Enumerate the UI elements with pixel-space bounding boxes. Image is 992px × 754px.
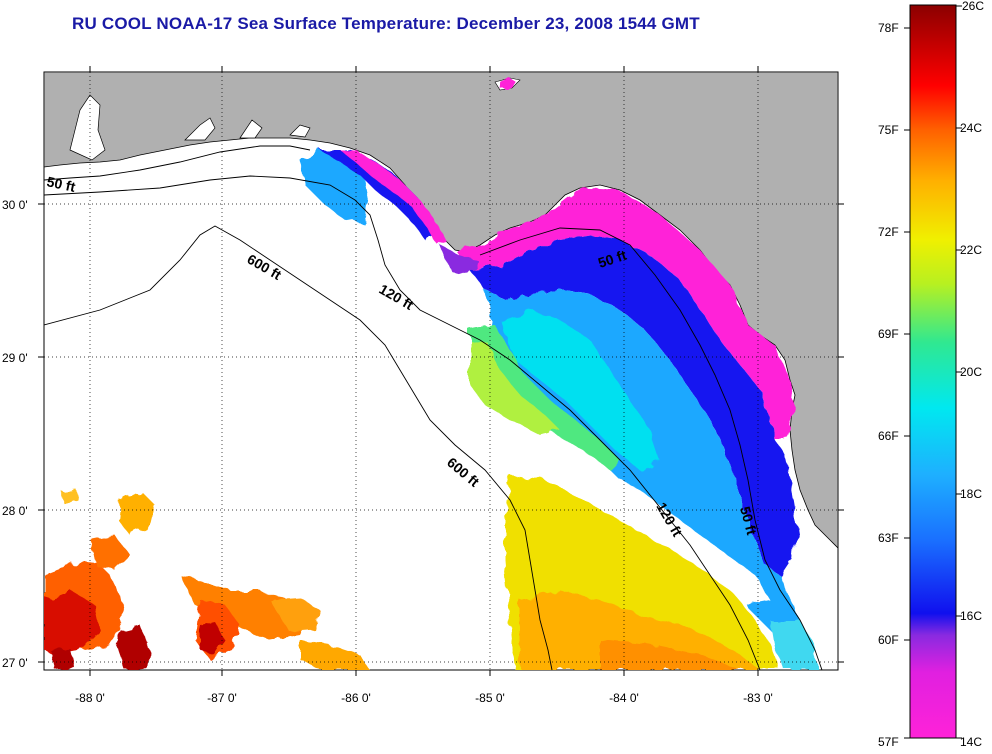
longitude-labels: -88 0' -87 0' -86 0' -85 0' -84 0' -83 0… xyxy=(75,691,773,705)
lat-label: 28 0' xyxy=(2,504,28,518)
contour-label: 50 ft xyxy=(737,505,760,537)
contour-label: 50 ft xyxy=(45,173,77,195)
lon-label: -84 0' xyxy=(609,691,639,705)
colorbar-f-label: 63F xyxy=(878,531,899,545)
graticule xyxy=(44,72,838,670)
colorbar-f-label: 69F xyxy=(878,327,899,341)
map-content xyxy=(44,72,838,670)
colorbar-f-label: 66F xyxy=(878,429,899,443)
colorbar-f-label: 75F xyxy=(878,123,899,137)
lat-label: 27 0' xyxy=(2,656,28,670)
latitude-labels: 30 0' 29 0' 28 0' 27 0' xyxy=(2,198,28,670)
colorbar-c-label: 18C xyxy=(960,487,982,501)
colorbar-gradient xyxy=(909,4,957,739)
colorbar: 78F 75F 72F 69F 66F 63F 60F 57F 26C 24C … xyxy=(878,0,984,749)
lat-label: 29 0' xyxy=(2,351,28,365)
mobile-bay xyxy=(69,94,106,161)
pensacola-bay xyxy=(184,117,311,141)
colorbar-c-label: 22C xyxy=(960,243,982,257)
colorbar-c-label: 24C xyxy=(960,121,982,135)
lon-label: -86 0' xyxy=(341,691,371,705)
colorbar-c-label: 16C xyxy=(960,609,982,623)
colorbar-c-label: 14C xyxy=(960,735,982,749)
contour-600ft xyxy=(44,225,553,670)
bathymetry-contours xyxy=(44,145,823,670)
lon-label: -83 0' xyxy=(743,691,773,705)
contour-120ft xyxy=(44,175,761,670)
colorbar-f-label: 60F xyxy=(878,633,899,647)
lon-label: -87 0' xyxy=(207,691,237,705)
colorbar-f-label: 72F xyxy=(878,225,899,239)
colorbar-c-label: 26C xyxy=(962,0,984,13)
contour-50ft-east xyxy=(479,227,823,670)
sst-data xyxy=(44,78,818,670)
lon-label: -85 0' xyxy=(475,691,505,705)
colorbar-f-label: 78F xyxy=(878,21,899,35)
colorbar-ticks xyxy=(904,5,962,739)
frame-ticks xyxy=(38,66,844,676)
colorbar-c-label: 20C xyxy=(960,365,982,379)
colorbar-f-label: 57F xyxy=(878,735,899,749)
lat-label: 30 0' xyxy=(2,198,28,212)
contour-50ft-west xyxy=(44,145,311,181)
map-title: RU COOL NOAA-17 Sea Surface Temperature:… xyxy=(72,14,700,33)
lon-label: -88 0' xyxy=(75,691,105,705)
